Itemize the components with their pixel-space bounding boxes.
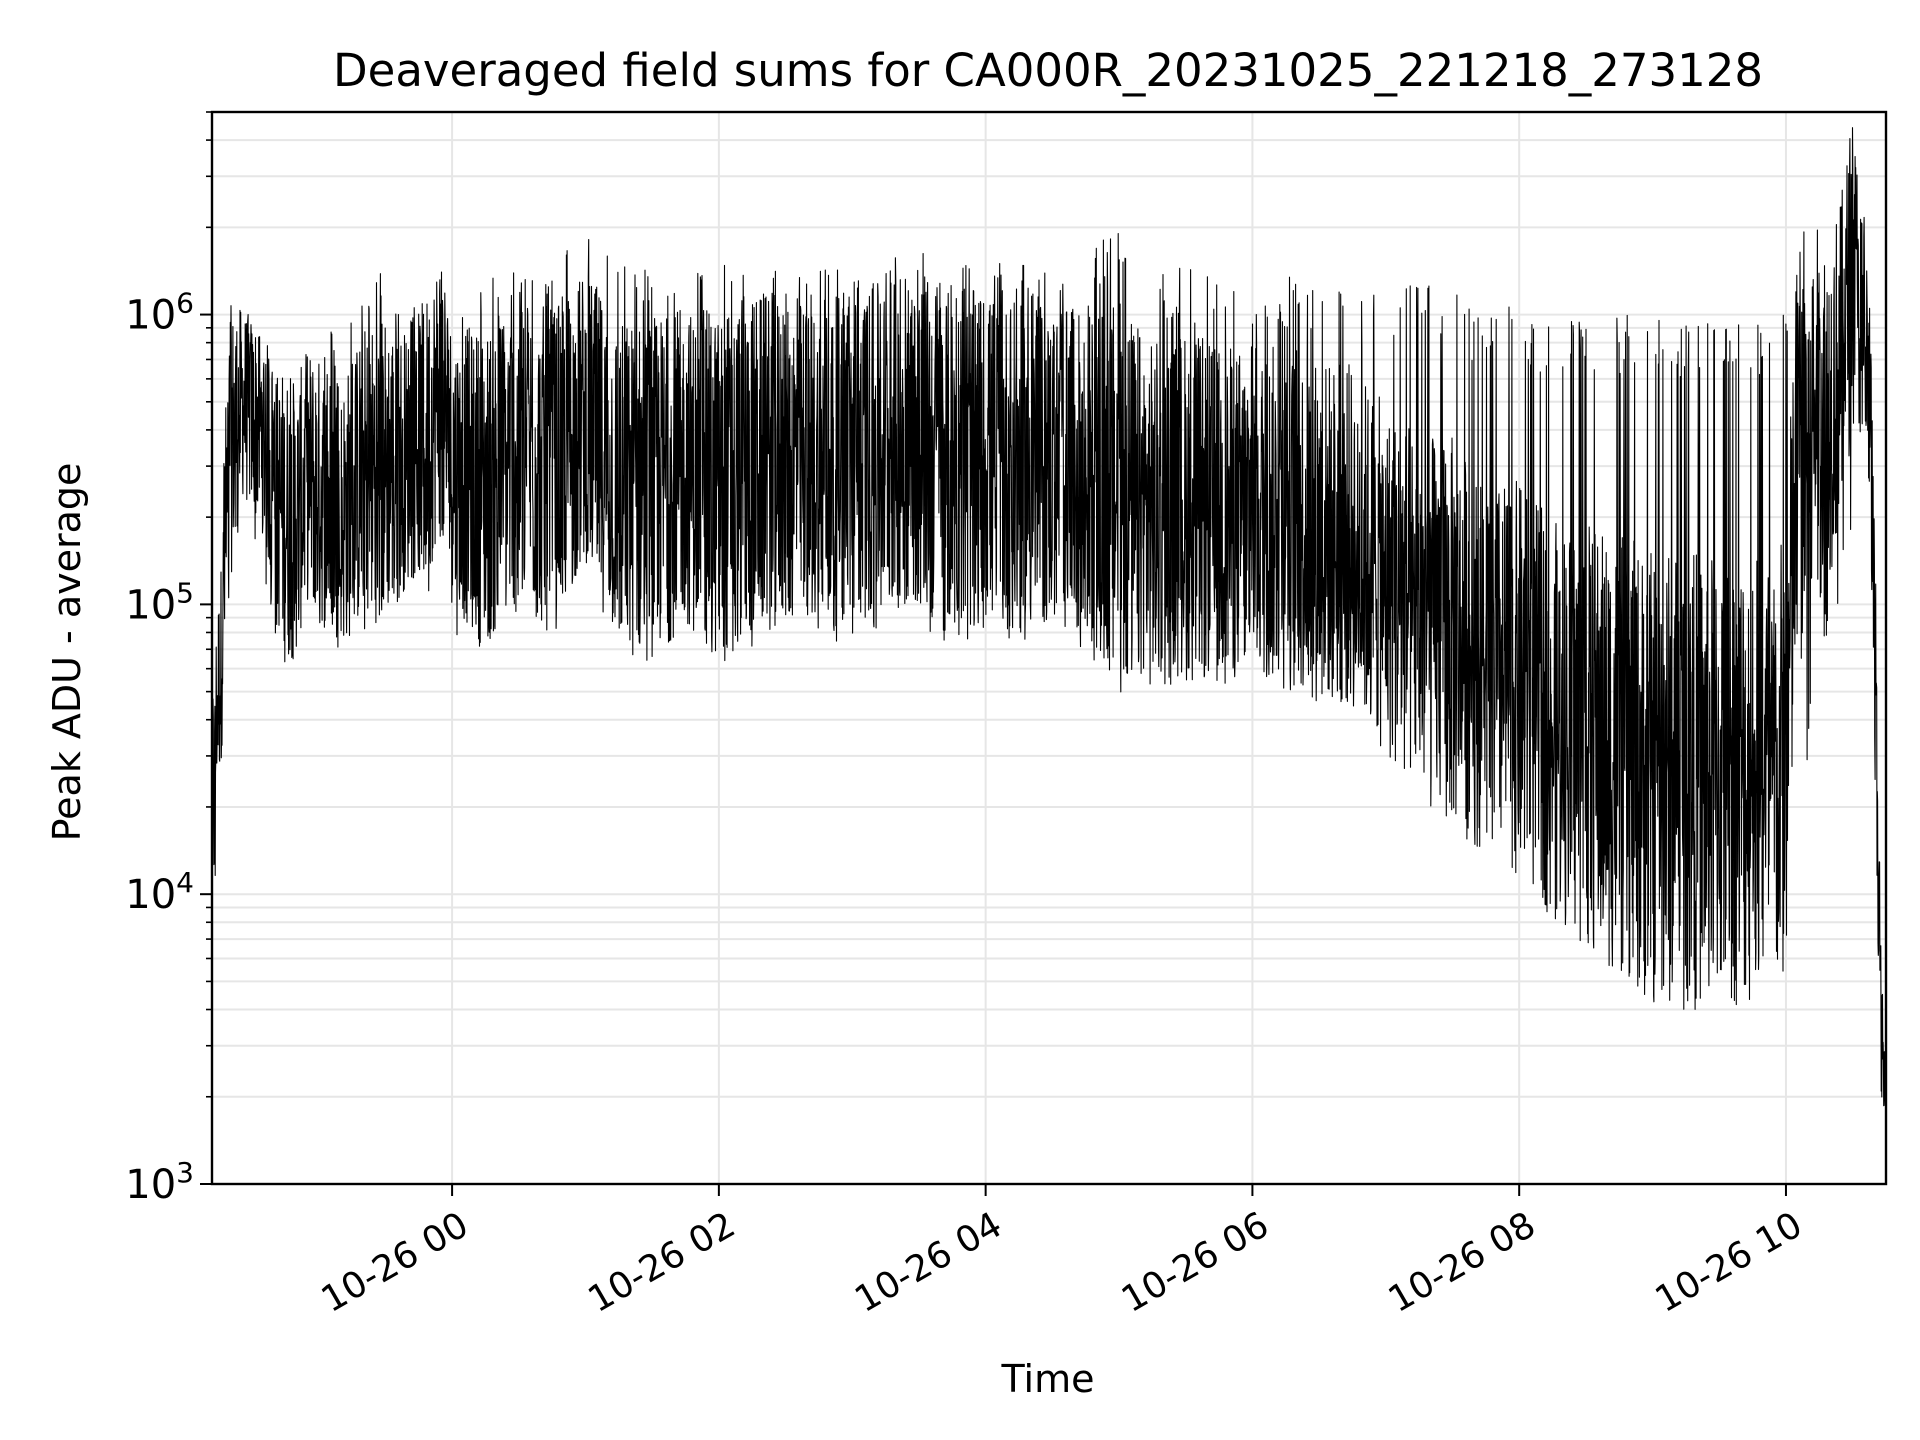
y-tick-label: 106 (125, 287, 194, 339)
y-axis-label: Peak ADU - average (45, 463, 89, 842)
y-tick-label: 104 (125, 866, 194, 918)
plot-frame (210, 110, 1888, 1186)
series-line (211, 127, 1887, 1159)
y-tick-label: 105 (125, 576, 194, 628)
chart-title: Deaveraged field sums for CA000R_2023102… (333, 44, 1763, 97)
y-tick-label: 103 (125, 1156, 194, 1208)
series-layer (211, 127, 1887, 1159)
x-axis-label: Time (1001, 1357, 1095, 1401)
y-axis: 103 104 105 106 (125, 111, 212, 1208)
